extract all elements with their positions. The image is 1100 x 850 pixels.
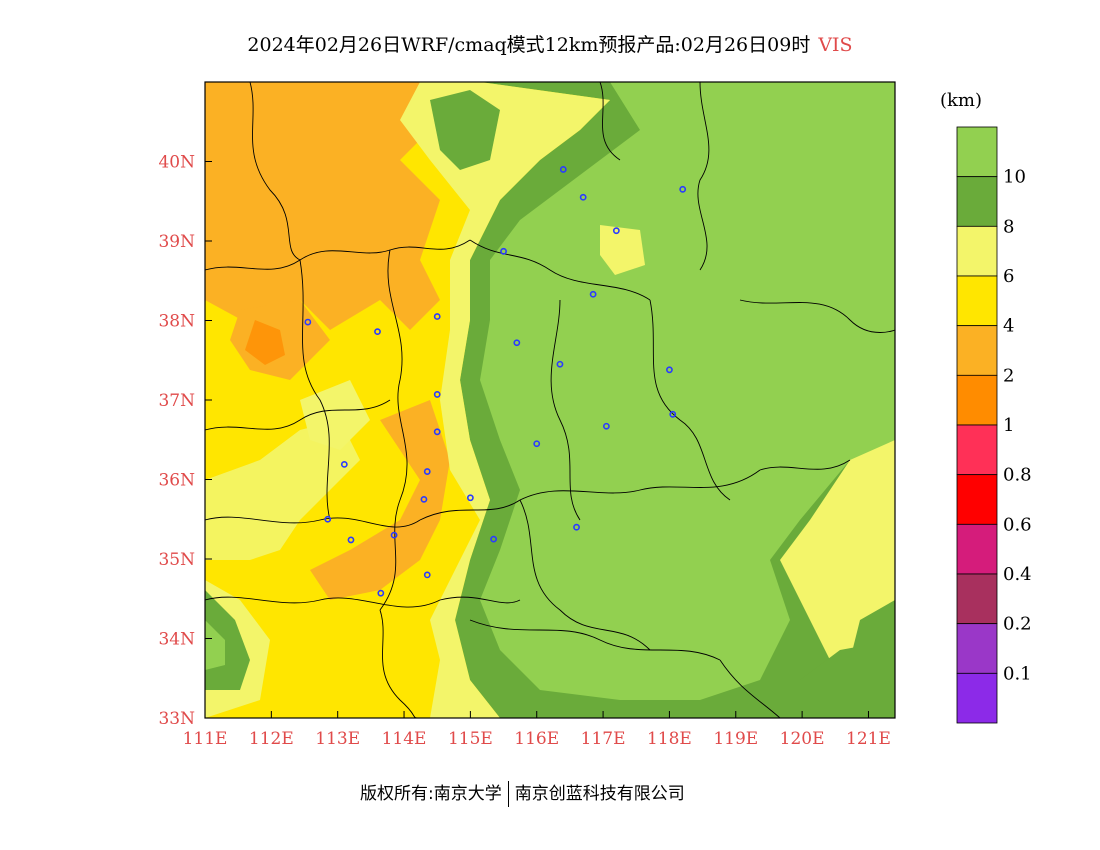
city-marker	[420, 495, 428, 503]
latitude-axis: 33N 34N 35N 36N 37N 38N 39N 40N	[158, 153, 212, 729]
lat-tick-label: 33N	[158, 709, 195, 729]
city-marker	[589, 290, 597, 298]
city-marker	[533, 440, 541, 448]
lat-tick-label: 40N	[158, 153, 195, 173]
city-marker	[513, 339, 521, 347]
colorbar-swatch	[956, 126, 998, 178]
company-text: 南京创蓝科技有限公司	[514, 784, 685, 804]
city-marker	[390, 531, 398, 539]
colorbar-swatch	[956, 672, 998, 724]
lon-tick-label: 120E	[780, 729, 825, 749]
colorbar-swatch	[956, 374, 998, 426]
city-marker	[324, 515, 332, 523]
city-marker	[347, 536, 355, 544]
city-marker	[377, 589, 385, 597]
colorbar-label: 0.4	[1003, 564, 1032, 585]
lon-tick-label: 112E	[249, 729, 294, 749]
lon-tick-label: 118E	[647, 729, 692, 749]
colorbar-label: 10	[1003, 167, 1026, 188]
city-marker	[433, 313, 441, 320]
city-markers	[304, 166, 687, 597]
city-marker	[374, 328, 381, 336]
city-marker	[500, 247, 507, 255]
colorbar-swatch	[956, 623, 998, 674]
lat-tick-label: 38N	[158, 312, 195, 332]
footer-divider	[507, 781, 509, 807]
colorbar-swatch	[956, 523, 998, 575]
city-marker	[669, 410, 677, 418]
colorbar-label: 4	[1003, 316, 1014, 337]
colorbar-swatch	[956, 275, 998, 327]
city-marker	[573, 523, 580, 531]
chart-title: 2024年02月26日WRF/cmaq模式12km预报产品:02月26日09时 V…	[0, 30, 1100, 57]
lon-tick-label: 115E	[448, 729, 493, 749]
colorbar-label: 1	[1003, 415, 1014, 436]
lon-tick-label: 114E	[382, 729, 427, 749]
city-marker	[602, 422, 610, 430]
city-marker	[340, 460, 348, 468]
city-marker	[666, 366, 673, 374]
city-marker	[559, 166, 567, 173]
city-marker	[466, 494, 474, 502]
city-marker	[433, 428, 441, 436]
colorbar: 10 8 6 4 2 1 0.8 0.6 0.4 0.2 0.1	[956, 126, 1032, 724]
visibility-field	[205, 82, 895, 718]
colorbar-swatch	[956, 424, 998, 476]
colorbar-label: 6	[1003, 266, 1014, 287]
city-marker	[423, 571, 431, 579]
lon-tick-label: 121E	[846, 729, 891, 749]
colorbar-label: 0.2	[1003, 614, 1032, 635]
colorbar-swatch	[956, 325, 998, 376]
colorbar-label: 8	[1003, 216, 1014, 237]
title-text: 2024年02月26日WRF/cmaq模式12km预报产品:02月26日09时	[247, 34, 811, 56]
lat-tick-label: 34N	[158, 630, 195, 650]
lat-tick-label: 39N	[158, 232, 195, 252]
colorbar-label: 0.6	[1003, 514, 1032, 535]
lon-tick-label: 113E	[315, 729, 360, 749]
copyright-text: 版权所有:南京大学	[360, 784, 502, 804]
lon-tick-label: 116E	[514, 729, 559, 749]
city-marker	[579, 193, 587, 201]
colorbar-swatch	[956, 573, 998, 625]
city-marker	[490, 535, 498, 543]
lat-tick-label: 36N	[158, 471, 195, 491]
colorbar-swatch	[956, 176, 998, 227]
city-marker	[679, 185, 687, 193]
lat-tick-label: 37N	[158, 391, 195, 411]
colorbar-label: 0.1	[1003, 663, 1032, 684]
colorbar-unit: (km)	[940, 90, 983, 111]
lon-tick-label: 117E	[581, 729, 626, 749]
colorbar-label: 2	[1003, 365, 1014, 386]
lon-tick-label: 119E	[713, 729, 758, 749]
colorbar-label: 0.8	[1003, 465, 1032, 486]
lat-tick-label: 35N	[158, 550, 195, 570]
footer: 版权所有:南京大学 南京创蓝科技有限公司	[360, 779, 685, 807]
city-marker	[612, 227, 620, 235]
variable-label: VIS	[818, 34, 853, 56]
colorbar-swatch	[956, 474, 998, 525]
lon-tick-label: 111E	[183, 729, 228, 749]
city-marker	[556, 360, 564, 368]
city-marker	[304, 318, 312, 326]
city-marker	[433, 391, 441, 398]
city-marker	[423, 468, 431, 475]
colorbar-swatch	[956, 225, 998, 277]
longitude-axis: 111E 112E 113E 114E 115E 116E 117E 118E 119E 120E…	[183, 711, 891, 749]
